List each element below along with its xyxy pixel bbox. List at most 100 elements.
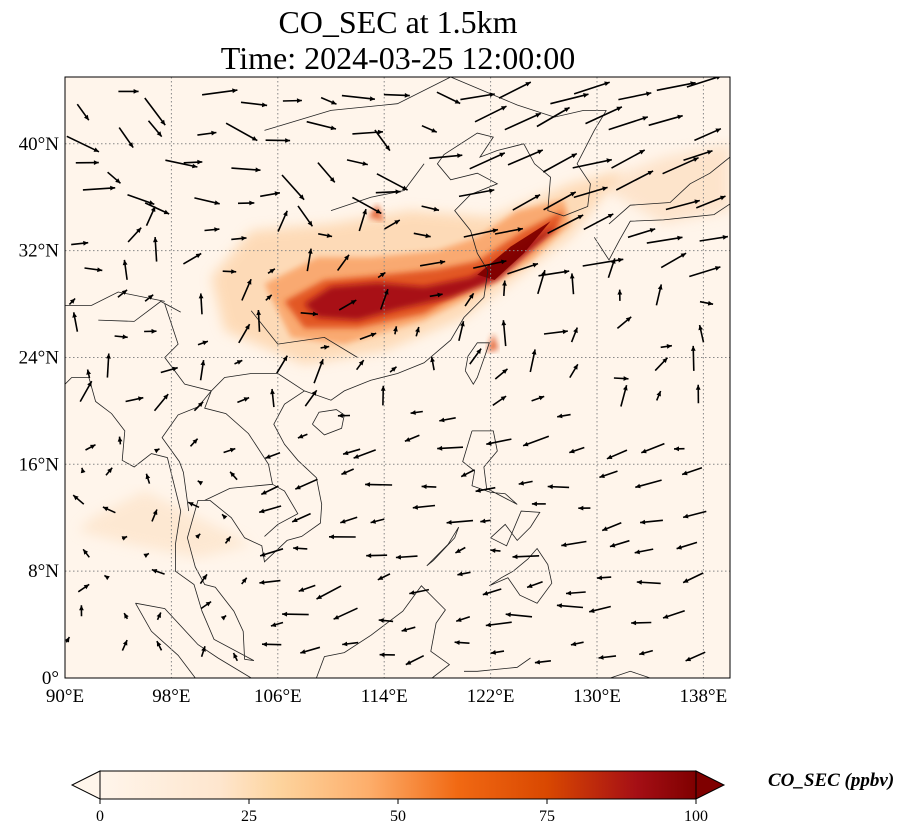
wind-arrow xyxy=(259,579,281,585)
wind-arrow xyxy=(165,159,198,169)
wind-arrow xyxy=(464,292,475,307)
wind-arrow xyxy=(182,252,202,265)
wind-arrow xyxy=(298,584,316,592)
wind-arrow xyxy=(507,262,539,275)
wind-arrow xyxy=(615,170,654,191)
wind-arrow xyxy=(143,552,150,558)
wind-arrow xyxy=(507,149,544,166)
wind-arrow xyxy=(328,534,356,540)
wind-arrow xyxy=(502,280,507,296)
lat-tick-label: 24°N xyxy=(19,347,60,368)
wind-arrow xyxy=(337,413,351,418)
lon-tick-label: 130°E xyxy=(573,686,621,707)
wind-arrow xyxy=(405,654,425,666)
wind-arrow xyxy=(379,288,389,310)
wind-arrow xyxy=(127,194,155,205)
wind-arrow xyxy=(82,185,116,191)
wind-arrow xyxy=(229,471,238,481)
wind-arrow xyxy=(504,112,542,131)
wind-arrow xyxy=(585,106,623,125)
wind-arrow xyxy=(412,504,436,510)
wind-arrow xyxy=(607,258,616,278)
wind-arrow xyxy=(698,324,705,343)
lon-tick-label: 114°E xyxy=(361,686,408,707)
lon-tick-label: 98°E xyxy=(152,686,190,707)
wind-arrow xyxy=(486,438,512,446)
wind-vectors xyxy=(65,77,729,666)
wind-arrow xyxy=(665,199,701,211)
wind-arrow xyxy=(494,227,524,235)
wind-arrow xyxy=(556,603,584,609)
wind-arrow xyxy=(377,271,386,279)
wind-arrow xyxy=(522,435,550,447)
wind-arrow xyxy=(65,636,71,643)
wind-arrow xyxy=(389,366,398,373)
wind-arrow xyxy=(550,93,589,105)
wind-arrow xyxy=(634,548,654,555)
lat-tick-label: 40°N xyxy=(19,134,60,155)
wind-arrow xyxy=(237,396,250,404)
wind-arrow xyxy=(681,467,703,476)
map-title-line-2: Time: 2024-03-25 12:00:00 xyxy=(220,40,576,76)
wind-arrow xyxy=(419,259,446,267)
wind-arrow xyxy=(631,620,652,626)
wind-arrow xyxy=(569,446,585,454)
wind-arrow xyxy=(117,289,128,298)
wind-arrow xyxy=(187,501,200,509)
wind-arrow xyxy=(223,447,236,454)
wind-arrow xyxy=(352,129,384,135)
wind-arrow xyxy=(446,519,474,525)
wind-arrow xyxy=(82,548,90,558)
wind-arrow xyxy=(121,639,128,651)
wind-arrow xyxy=(690,345,696,371)
wind-arrow xyxy=(695,384,701,404)
wind-arrow xyxy=(300,311,318,317)
map-frame xyxy=(64,76,731,679)
wind-arrow xyxy=(490,548,501,553)
wind-arrow xyxy=(270,388,275,408)
wind-arrow xyxy=(641,442,665,454)
wind-arrow xyxy=(531,395,545,402)
wind-arrow xyxy=(260,191,281,198)
wind-arrow xyxy=(265,451,281,459)
wind-arrow xyxy=(686,77,721,88)
wind-arrow xyxy=(189,438,199,447)
wind-arrow xyxy=(320,344,330,350)
wind-arrow xyxy=(429,153,463,160)
wind-arrow xyxy=(260,485,279,496)
wind-arrow xyxy=(689,266,721,278)
wind-arrow xyxy=(75,160,99,165)
wind-arrow xyxy=(201,88,238,96)
wind-arrow xyxy=(72,312,79,332)
wind-arrow xyxy=(318,233,333,238)
wind-arrow xyxy=(458,321,465,341)
wind-arrow xyxy=(573,81,610,95)
wind-arrow xyxy=(338,299,357,311)
wind-arrow xyxy=(598,655,617,660)
wind-arrow xyxy=(505,612,533,618)
wind-arrow xyxy=(482,588,502,596)
wind-arrow xyxy=(80,467,86,474)
wind-arrow xyxy=(439,417,456,423)
wind-arrow xyxy=(282,98,302,103)
wind-arrow xyxy=(699,235,729,242)
wind-arrow xyxy=(333,607,358,620)
wind-arrow xyxy=(84,267,103,273)
wind-arrow xyxy=(355,359,365,371)
wind-arrow xyxy=(421,124,438,133)
lon-tick-label: 106°E xyxy=(254,686,302,707)
colorbar-extend-max xyxy=(695,770,726,800)
wind-arrow xyxy=(409,588,430,595)
wind-arrow xyxy=(258,505,282,514)
wind-arrow xyxy=(144,328,157,334)
wind-arrow xyxy=(512,194,541,211)
wind-arrow xyxy=(114,334,128,340)
colorbar-extend-min xyxy=(70,770,101,800)
wind-arrow xyxy=(320,96,337,105)
wind-arrow xyxy=(699,300,714,306)
lat-tick-label: 16°N xyxy=(19,454,60,475)
wind-arrow xyxy=(195,533,201,539)
wind-arrow xyxy=(238,323,251,344)
wind-arrow xyxy=(455,616,471,622)
wind-arrow xyxy=(547,214,584,235)
